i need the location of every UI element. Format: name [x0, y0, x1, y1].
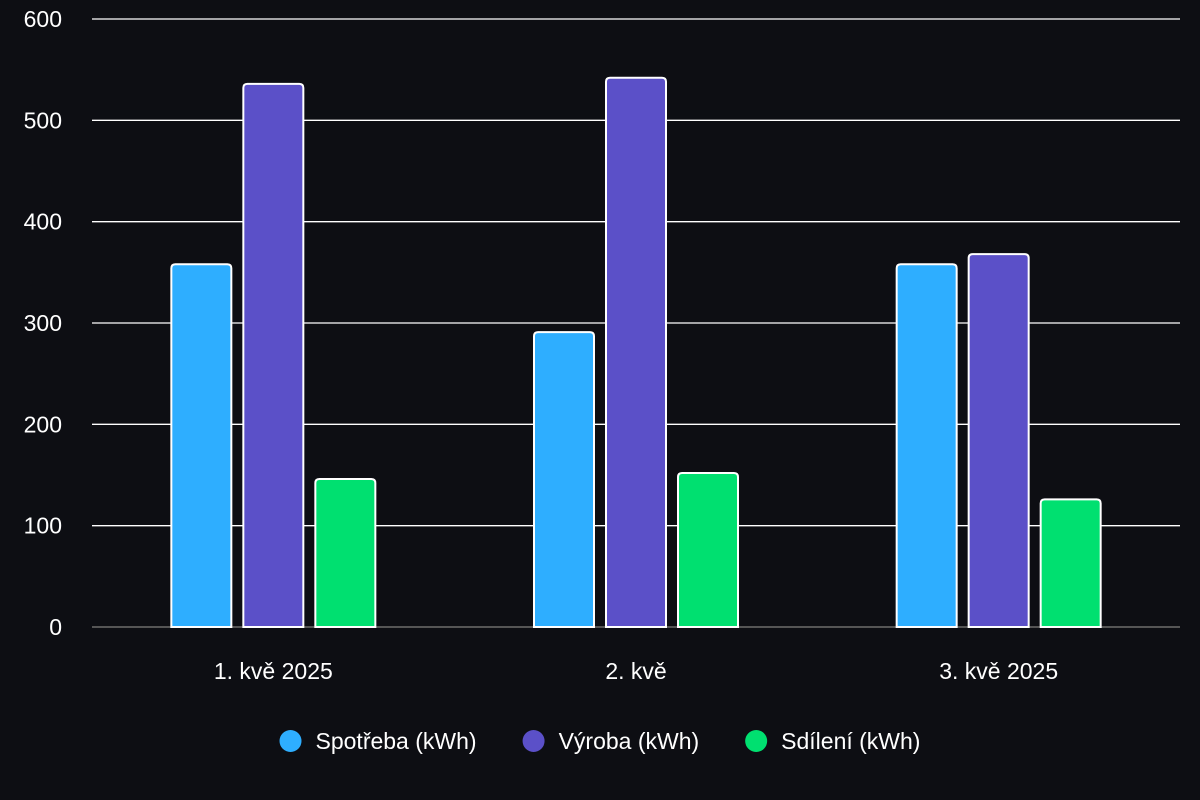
legend-label: Výroba (kWh)	[559, 728, 700, 754]
y-tick-label: 500	[24, 107, 62, 133]
bar-sdileni-1[interactable]	[314, 478, 377, 628]
bar-spotreba-3[interactable]	[895, 263, 958, 628]
bar-vyroba-3[interactable]	[967, 253, 1030, 628]
bar-spotreba-1[interactable]	[170, 263, 233, 628]
legend-item[interactable]: Sdílení (kWh)	[745, 728, 920, 754]
legend-label: Sdílení (kWh)	[781, 728, 920, 754]
legend-swatch	[279, 730, 302, 752]
legend-items: Spotřeba (kWh) Výroba (kWh) Sdílení (kWh)	[279, 728, 920, 754]
bar-sdileni-2[interactable]	[677, 471, 739, 628]
legend-swatch	[522, 730, 545, 752]
legend-item[interactable]: Spotřeba (kWh)	[279, 728, 477, 754]
bar-spotreba-2[interactable]	[533, 331, 595, 628]
legend-swatch	[745, 730, 768, 752]
bars	[170, 76, 1102, 628]
y-tick-label: 400	[24, 209, 62, 235]
y-tick-label: 200	[24, 411, 62, 437]
x-axis-ticks: 1. kvě 2025 2. kvě 3. kvě 2025	[214, 658, 1058, 684]
x-tick-label: 3. kvě 2025	[939, 658, 1058, 684]
bar-vyroba-2[interactable]	[605, 76, 667, 628]
y-tick-label: 600	[24, 6, 62, 32]
y-axis-ticks: 0 100 200 300 400 500 600	[24, 6, 62, 640]
bar-sdileni-3[interactable]	[1039, 498, 1102, 628]
legend-item[interactable]: Výroba (kWh)	[522, 728, 700, 754]
x-tick-label: 1. kvě 2025	[214, 658, 333, 684]
y-tick-label: 0	[49, 614, 62, 640]
y-tick-label: 100	[24, 513, 62, 539]
legend-label: Spotřeba (kWh)	[316, 728, 477, 754]
legend: Spotřeba (kWh) Výroba (kWh) Sdílení (kWh)	[279, 728, 920, 754]
x-tick-label: 2. kvě	[605, 658, 666, 684]
bar-vyroba-1[interactable]	[242, 82, 305, 628]
y-tick-label: 300	[24, 310, 62, 336]
